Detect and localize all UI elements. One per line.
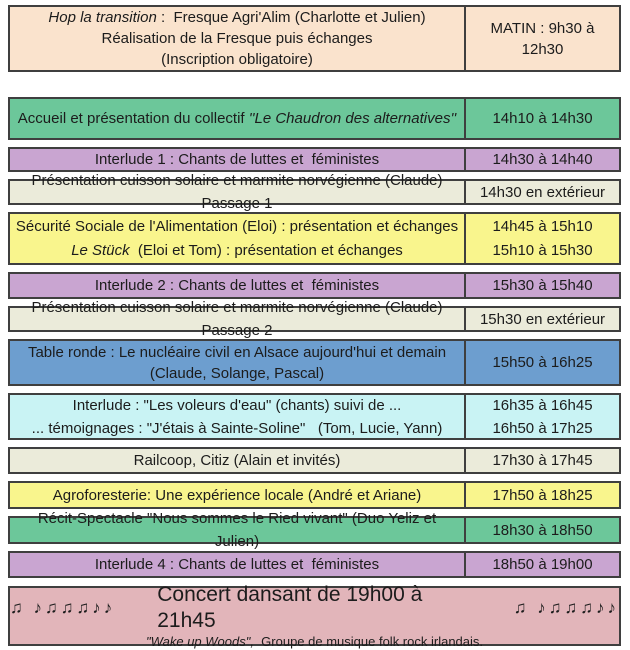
time-cell: 17h30 à 17h45 (464, 449, 619, 472)
activity-text: ... témoignages : "J'étais à Sainte-Soli… (31, 419, 443, 437)
time-cell: 17h50 à 18h25 (464, 483, 619, 507)
activity-text: Railcoop, Citiz (Alain et invités) (133, 452, 341, 469)
activity-text: Interlude 2 : Chants de luttes et fémini… (94, 277, 380, 294)
concert-band-name: "Wake up Woods", (145, 634, 254, 649)
activity-text: Interlude 4 : Chants de luttes et fémini… (94, 556, 380, 573)
time-cell: MATIN : 9h30 à 12h30 (464, 7, 619, 70)
schedule-row-ssa: Sécurité Sociale de l'Alimentation (Eloi… (8, 212, 621, 265)
time-cell: 14h45 à 15h10 15h10 à 15h30 (464, 214, 619, 263)
time-cell: 16h35 à 16h45 16h50 à 17h25 (464, 395, 619, 438)
schedule-row-cuisson2: Présentation cuisson solaire et marmite … (8, 299, 621, 339)
activity-cell: Railcoop, Citiz (Alain et invités) (10, 449, 464, 472)
time-text: 15h50 à 16h25 (492, 354, 593, 371)
concert-title: Concert dansant de 19h00 à 21h45 (157, 583, 423, 632)
time-text: 14h45 à 15h10 (492, 217, 593, 235)
activity-cell: Interlude : "Les voleurs d'eau" (chants)… (10, 395, 464, 438)
time-cell: 14h30 en extérieur (464, 181, 619, 203)
activity-cell: Hop la transition : Fresque Agri'Alim (C… (10, 7, 464, 70)
activity-text: Présentation cuisson solaire et marmite … (31, 172, 447, 212)
activity-text: Table ronde : Le nucléaire civil en Alsa… (27, 343, 447, 361)
activity-text: (Claude, Solange, Pascal) (149, 364, 325, 382)
concert-title-line: ♫ ♪♫♫♫♪♪ Concert dansant de 19h00 à 21h4… (10, 582, 619, 634)
activity-cell: Récit-Spectacle "Nous sommes le Ried viv… (10, 510, 464, 550)
concert-row: ♫ ♪♫♫♫♪♪ Concert dansant de 19h00 à 21h4… (8, 583, 621, 649)
activity-text: Récit-Spectacle "Nous sommes le Ried viv… (37, 510, 441, 550)
time-text: 14h30 à 14h40 (492, 151, 593, 168)
activity-cell: Sécurité Sociale de l'Alimentation (Eloi… (10, 214, 464, 263)
activity-text: Hop la transition : Fresque Agri'Alim (C… (48, 9, 426, 26)
time-cell: 15h50 à 16h25 (464, 341, 619, 384)
schedule-row-fresque: Hop la transition : Fresque Agri'Alim (C… (8, 5, 621, 72)
time-text: 15h30 à 15h40 (492, 277, 593, 294)
activity-cell: Accueil et présentation du collectif ''L… (10, 99, 464, 138)
activity-cell: Interlude 1 : Chants de luttes et fémini… (10, 149, 464, 170)
activity-text: Réalisation de la Fresque puis échanges (101, 30, 373, 47)
time-text: MATIN : 9h30 à 12h30 (490, 19, 599, 58)
time-text: 18h30 à 18h50 (492, 521, 593, 539)
music-notes-icon: ♫ ♪♫♫♫♪♪ (513, 598, 619, 617)
time-cell: 15h30 en extérieur (464, 308, 619, 330)
schedule-row-interlude1: Interlude 1 : Chants de luttes et fémini… (8, 147, 621, 172)
time-text: 15h10 à 15h30 (492, 241, 593, 259)
activity-cell: Interlude 4 : Chants de luttes et fémini… (10, 553, 464, 576)
activity-text: Sécurité Sociale de l'Alimentation (Eloi… (15, 217, 459, 235)
activity-cell: Table ronde : Le nucléaire civil en Alsa… (10, 341, 464, 384)
concert-subtitle: "Wake up Woods", Groupe de musique folk … (146, 634, 483, 650)
activity-text: (Inscription obligatoire) (161, 51, 313, 68)
schedule-row-agroforesterie: Agroforesterie: Une expérience locale (A… (8, 481, 621, 509)
activity-text: Agroforesterie: Une expérience locale (A… (52, 486, 422, 504)
time-cell: 14h30 à 14h40 (464, 149, 619, 170)
schedule-rows: Hop la transition : Fresque Agri'Alim (C… (8, 5, 621, 578)
time-cell: 18h30 à 18h50 (464, 518, 619, 542)
schedule-row-interlude4: Interlude 4 : Chants de luttes et fémini… (8, 551, 621, 578)
time-text: 18h50 à 19h00 (492, 556, 593, 573)
schedule-row-voleurs: Interlude : "Les voleurs d'eau" (chants)… (8, 393, 621, 440)
schedule-row-table-ronde: Table ronde : Le nucléaire civil en Alsa… (8, 339, 621, 386)
schedule-row-accueil: Accueil et présentation du collectif ''L… (8, 97, 621, 140)
time-text: 16h35 à 16h45 (492, 396, 593, 414)
schedule-row-recit: Récit-Spectacle "Nous sommes le Ried viv… (8, 510, 621, 550)
activity-text: Accueil et présentation du collectif ''L… (17, 110, 457, 127)
concert-band-description: Groupe de musique folk rock irlandais. (253, 634, 484, 649)
activity-text: Présentation cuisson solaire et marmite … (31, 299, 447, 339)
music-notes-icon: ♫ ♪♫♫♫♪♪ (10, 598, 116, 617)
time-text: 14h30 en extérieur (479, 183, 606, 201)
activity-cell: Interlude 2 : Chants de luttes et fémini… (10, 274, 464, 297)
time-text: 17h30 à 17h45 (492, 452, 593, 469)
time-text: 14h10 à 14h30 (492, 110, 593, 127)
activity-text: Interlude : "Les voleurs d'eau" (chants)… (72, 396, 402, 414)
time-cell: 15h30 à 15h40 (464, 274, 619, 297)
schedule-row-interlude2: Interlude 2 : Chants de luttes et fémini… (8, 272, 621, 299)
activity-text: Le Stück (Eloi et Tom) : présentation et… (71, 241, 403, 259)
time-text: 15h30 en extérieur (479, 310, 606, 328)
time-text: 16h50 à 17h25 (492, 419, 593, 437)
activity-cell: Agroforesterie: Une expérience locale (A… (10, 483, 464, 507)
time-cell: 18h50 à 19h00 (464, 553, 619, 576)
schedule-row-cuisson1: Présentation cuisson solaire et marmite … (8, 172, 621, 212)
activity-cell: Présentation cuisson solaire et marmite … (10, 299, 464, 339)
schedule-row-railcoop: Railcoop, Citiz (Alain et invités) 17h30 … (8, 447, 621, 474)
activity-text: Interlude 1 : Chants de luttes et fémini… (94, 151, 380, 168)
activity-cell: Présentation cuisson solaire et marmite … (10, 172, 464, 212)
time-text: 17h50 à 18h25 (492, 486, 593, 504)
time-cell: 14h10 à 14h30 (464, 99, 619, 138)
